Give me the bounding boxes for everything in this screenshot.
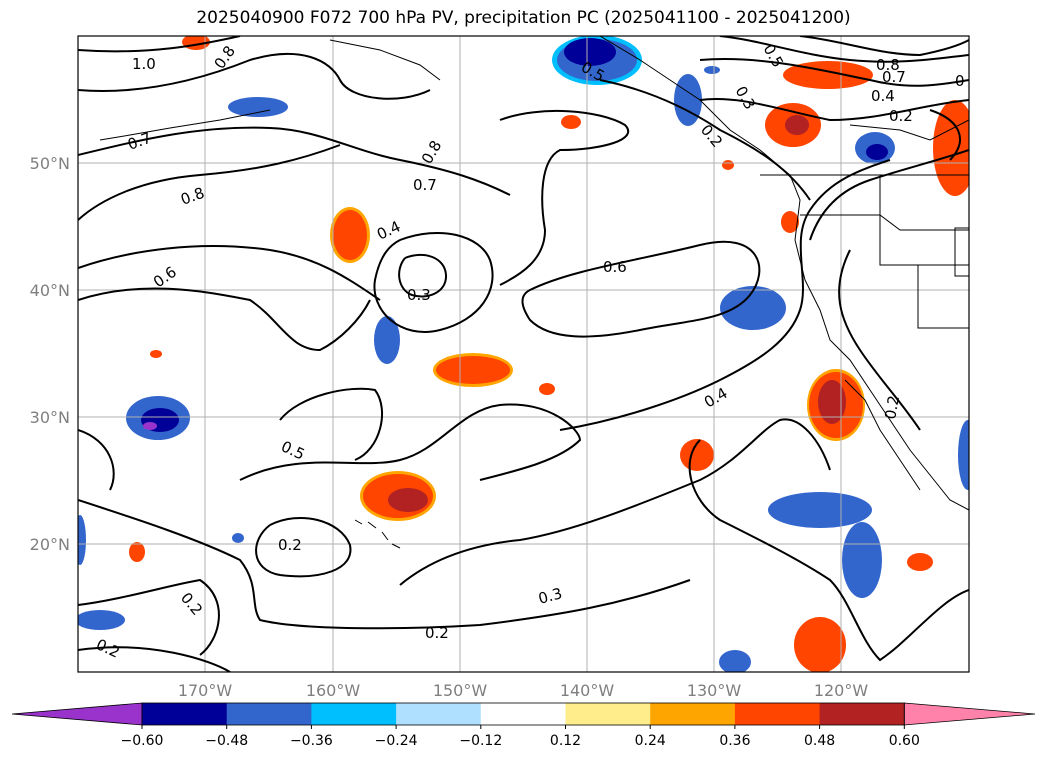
- contour-label: 0.7: [413, 176, 437, 194]
- colorbar-tick-label: 0.24: [635, 733, 666, 749]
- colorbar-tick-label: −0.60: [121, 733, 164, 749]
- colorbar-segment: [819, 703, 905, 725]
- contour-label: 1.0: [132, 55, 156, 73]
- colorbar-tick-label: −0.48: [205, 733, 248, 749]
- precipitation-fill: [78, 36, 969, 672]
- colorbar-tick-label: 0.36: [719, 733, 750, 749]
- colorbar-segment: [565, 703, 651, 725]
- contour-label: 0.6: [603, 258, 627, 276]
- lat-label-30n: 30°N: [30, 408, 70, 427]
- lon-label-150w: 150°W: [433, 681, 488, 700]
- coastlines: [99, 36, 969, 549]
- lon-label-170w: 170°W: [178, 681, 233, 700]
- colorbar-segment: [396, 703, 482, 725]
- contour-label: 0.4: [871, 87, 895, 105]
- map-title: 2025040900 F072 700 hPa PV, precipitatio…: [196, 8, 851, 28]
- colorbar-segment: [650, 703, 736, 725]
- colorbar-tick-label: 0.12: [550, 733, 581, 749]
- contour-label: 0.7: [882, 68, 906, 86]
- longitude-labels: 170°W 160°W 150°W 140°W 130°W 120°W: [178, 681, 869, 700]
- colorbar-tick-label: 0.48: [804, 733, 835, 749]
- contour-label: 0.2: [881, 394, 903, 421]
- lat-label-40n: 40°N: [30, 281, 70, 300]
- colorbar-segment: [142, 703, 228, 725]
- colorbar-tick-label: −0.24: [375, 733, 418, 749]
- lon-label-120w: 120°W: [814, 681, 869, 700]
- lon-label-130w: 130°W: [687, 681, 742, 700]
- contour-label: 0.3: [407, 286, 431, 304]
- contour-label: 0.2: [889, 107, 913, 125]
- map-frame: [77, 35, 970, 673]
- colorbar-tick-label: −0.36: [290, 733, 333, 749]
- colorbar-tick-label: −0.12: [459, 733, 502, 749]
- latitude-labels: 50°N 40°N 30°N 20°N: [30, 154, 70, 554]
- lat-label-20n: 20°N: [30, 535, 70, 554]
- contour-label: 0.2: [278, 536, 302, 554]
- lat-label-50n: 50°N: [30, 154, 70, 173]
- colorbar-segment: [480, 703, 566, 725]
- colorbar-extend-min: [11, 702, 143, 726]
- map-panel: 1.0 0.8 0.7 0.8 0.7 0.8 0.6 0.4 0.3 0.6 …: [77, 35, 970, 673]
- pv-contours: [78, 36, 969, 672]
- colorbar-extend-max: [903, 702, 1036, 726]
- contour-label: 0.8: [876, 56, 900, 74]
- contour-label: 0.2: [425, 624, 449, 642]
- colorbar-segment: [226, 703, 312, 725]
- contour-label: 0: [955, 72, 965, 90]
- colorbar-tick-label: 0.60: [889, 733, 920, 749]
- colorbar-frame: [141, 702, 905, 726]
- lon-label-140w: 140°W: [560, 681, 615, 700]
- graticule: [78, 36, 969, 672]
- colorbar-segment: [311, 703, 397, 725]
- colorbar: −0.60 −0.48 −0.36 −0.24 −0.12 0.12 0.24 0.36 0.4…: [11, 702, 1036, 749]
- contour-label: 0.3: [536, 584, 564, 608]
- colorbar-segment: [734, 703, 821, 725]
- lon-label-160w: 160°W: [306, 681, 361, 700]
